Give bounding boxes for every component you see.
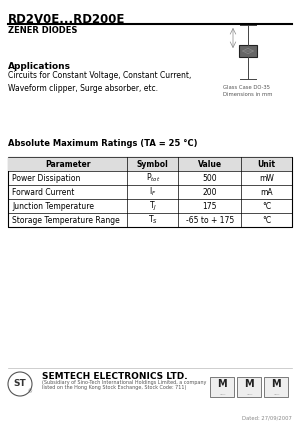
Text: °C: °C bbox=[262, 215, 271, 224]
Text: Storage Temperature Range: Storage Temperature Range bbox=[12, 215, 120, 224]
Text: ®: ® bbox=[28, 389, 32, 394]
Text: T$_{S}$: T$_{S}$ bbox=[148, 214, 158, 226]
Text: M: M bbox=[271, 379, 281, 389]
Text: RD2V0E...RD200E: RD2V0E...RD200E bbox=[8, 13, 125, 26]
Text: ___: ___ bbox=[219, 391, 225, 395]
Text: 500: 500 bbox=[202, 173, 217, 182]
Text: P$_{tot}$: P$_{tot}$ bbox=[146, 172, 160, 184]
Text: Value: Value bbox=[198, 159, 222, 168]
Text: listed on the Hong Kong Stock Exchange, Stock Code: 711): listed on the Hong Kong Stock Exchange, … bbox=[42, 385, 186, 390]
Text: Power Dissipation: Power Dissipation bbox=[12, 173, 80, 182]
Text: ___: ___ bbox=[273, 391, 279, 395]
Text: °C: °C bbox=[262, 201, 271, 210]
Text: (Subsidiary of Sino-Tech International Holdings Limited, a company: (Subsidiary of Sino-Tech International H… bbox=[42, 380, 206, 385]
Text: Applications: Applications bbox=[8, 62, 71, 71]
Text: Junction Temperature: Junction Temperature bbox=[12, 201, 94, 210]
Text: -65 to + 175: -65 to + 175 bbox=[185, 215, 234, 224]
Text: mA: mA bbox=[260, 187, 273, 196]
Bar bbox=[8, 157, 292, 171]
Text: Dated: 27/09/2007: Dated: 27/09/2007 bbox=[242, 416, 292, 421]
Text: Symbol: Symbol bbox=[137, 159, 169, 168]
Text: T$_{J}$: T$_{J}$ bbox=[149, 199, 157, 212]
Text: mW: mW bbox=[259, 173, 274, 182]
Bar bbox=[239, 45, 257, 57]
Text: M: M bbox=[244, 379, 254, 389]
Bar bbox=[210, 377, 234, 397]
Text: ZENER DIODES: ZENER DIODES bbox=[8, 26, 77, 35]
Circle shape bbox=[8, 372, 32, 396]
Bar bbox=[237, 377, 261, 397]
Text: Glass Case DO-35
Dimensions in mm: Glass Case DO-35 Dimensions in mm bbox=[223, 85, 272, 96]
Text: M: M bbox=[217, 379, 227, 389]
Text: ___: ___ bbox=[246, 391, 252, 395]
Text: I$_{F}$: I$_{F}$ bbox=[149, 186, 157, 198]
Text: Parameter: Parameter bbox=[45, 159, 90, 168]
Bar bbox=[8, 157, 292, 227]
Text: ST: ST bbox=[14, 380, 26, 388]
Text: 200: 200 bbox=[202, 187, 217, 196]
Text: Absolute Maximum Ratings (TA = 25 °C): Absolute Maximum Ratings (TA = 25 °C) bbox=[8, 139, 197, 148]
Text: Unit: Unit bbox=[257, 159, 275, 168]
Text: Circuits for Constant Voltage, Constant Current,
Waveform clipper, Surge absorbe: Circuits for Constant Voltage, Constant … bbox=[8, 71, 191, 93]
Bar bbox=[264, 377, 288, 397]
Text: Forward Current: Forward Current bbox=[12, 187, 74, 196]
Text: SEMTECH ELECTRONICS LTD.: SEMTECH ELECTRONICS LTD. bbox=[42, 372, 188, 381]
Text: 175: 175 bbox=[202, 201, 217, 210]
